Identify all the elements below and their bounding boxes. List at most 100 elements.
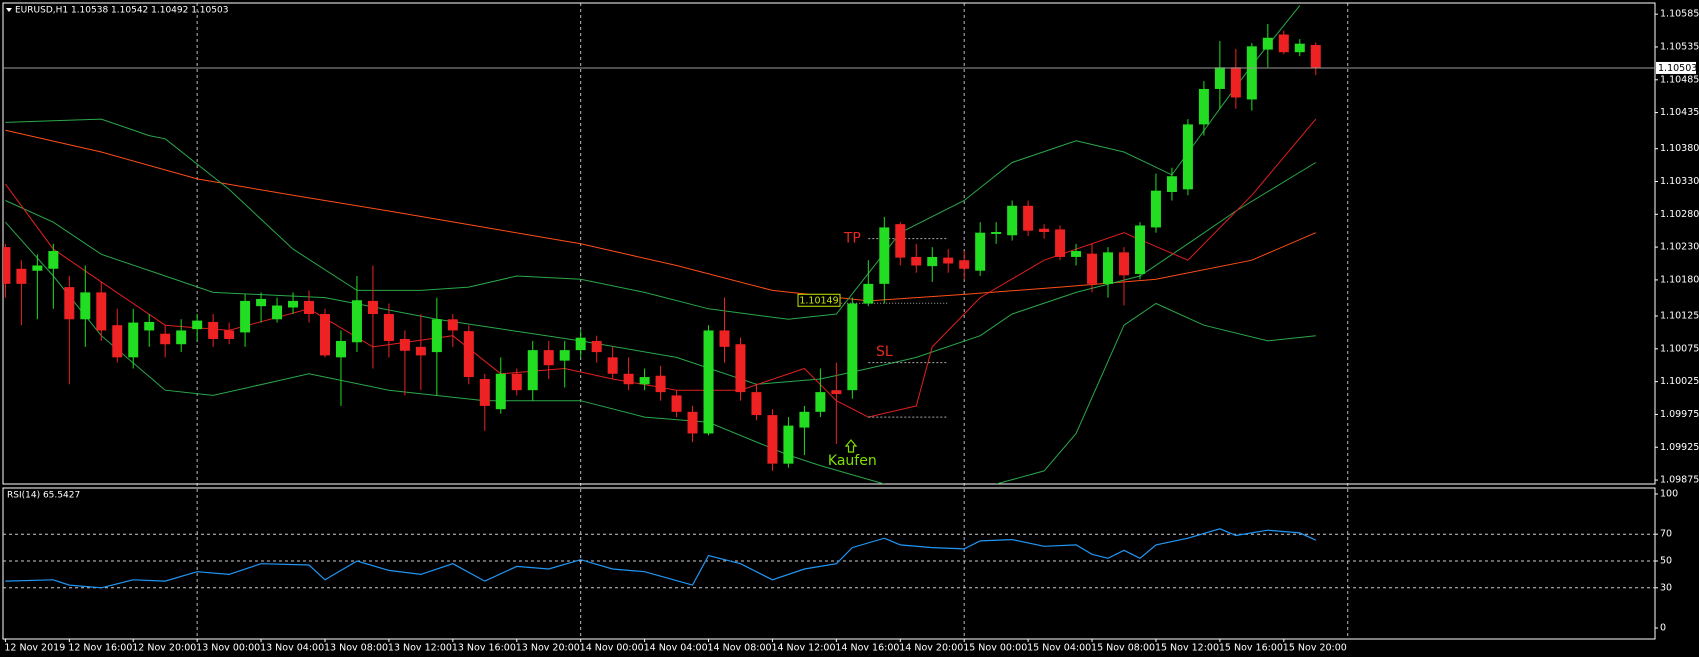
candle-body xyxy=(1119,252,1129,276)
candle-body xyxy=(320,314,330,356)
candle-body xyxy=(1214,67,1225,89)
candle-body xyxy=(559,350,570,361)
annotation: TP xyxy=(843,231,861,247)
candle-body xyxy=(751,392,762,416)
candle-body xyxy=(719,330,730,347)
y-tick-label: 100 xyxy=(1660,489,1678,500)
candle-body xyxy=(527,350,538,391)
current-price-box xyxy=(1656,61,1696,74)
candle-body xyxy=(639,377,650,385)
y-tick-label: 1.09925 xyxy=(1660,442,1699,453)
rsi-line xyxy=(5,528,1317,589)
candle-body xyxy=(655,375,666,393)
plot-area xyxy=(3,5,1321,484)
panel-title: EURUSD,H1 1.10538 1.10542 1.10492 1.1050… xyxy=(15,6,228,16)
y-tick-label: 50 xyxy=(1660,556,1672,567)
candle-body xyxy=(1246,46,1257,100)
candle-body xyxy=(687,411,698,434)
indicator-line xyxy=(5,5,1301,320)
candle-body xyxy=(16,268,27,284)
candle-body xyxy=(1150,190,1161,228)
y-tick-label: 1.09875 xyxy=(1660,475,1699,486)
candle-body xyxy=(399,338,410,351)
y-tick-label: 1.09975 xyxy=(1660,409,1699,420)
x-tick-label: 13 Nov 04:00 xyxy=(260,643,324,654)
y-tick-label: 1.10125 xyxy=(1660,311,1699,322)
candle-body xyxy=(1166,176,1177,192)
candle-body xyxy=(671,395,682,412)
panel-frame xyxy=(2,2,1656,485)
candle-body xyxy=(112,325,123,358)
y-tick-label: 1.10535 xyxy=(1660,41,1699,52)
x-tick-label: 14 Nov 16:00 xyxy=(835,643,899,654)
candle-body xyxy=(335,340,346,358)
candle-body xyxy=(1071,251,1082,257)
candle-body xyxy=(783,425,794,464)
candle-body xyxy=(703,330,714,434)
candle-body xyxy=(32,265,43,271)
candle-body xyxy=(208,321,219,339)
candle-body xyxy=(1039,228,1050,233)
candle-body xyxy=(1182,124,1193,190)
candle-body xyxy=(831,390,842,395)
annotation: SL xyxy=(876,344,893,360)
candle-body xyxy=(192,320,203,330)
panel-frame xyxy=(2,487,1656,640)
x-tick-label: 14 Nov 20:00 xyxy=(899,643,963,654)
candle-body xyxy=(767,415,778,464)
candle-body xyxy=(799,411,810,428)
y-tick-label: 1.10380 xyxy=(1660,143,1699,154)
y-tick-label: 70 xyxy=(1660,529,1672,540)
candle-body xyxy=(623,373,634,385)
candle-body xyxy=(575,337,586,351)
candle-body xyxy=(1055,229,1066,257)
x-tick-label: 13 Nov 08:00 xyxy=(324,643,388,654)
candle-body xyxy=(1230,67,1241,98)
buy-arrow xyxy=(844,439,858,453)
candle-body xyxy=(128,322,139,358)
indicator-line xyxy=(5,162,1317,385)
candle-body xyxy=(847,303,858,391)
candle-body xyxy=(80,292,91,320)
current-price-label: 1.10503 xyxy=(1658,63,1697,74)
candle-body xyxy=(607,357,618,374)
x-tick-label: 12 Nov 16:00 xyxy=(68,643,132,654)
candle-body xyxy=(895,224,906,258)
candle-body xyxy=(1278,34,1289,53)
candle-body xyxy=(3,247,11,284)
y-tick-label: 1.10280 xyxy=(1660,209,1699,220)
candle-body xyxy=(96,292,107,331)
x-tick-label: 12 Nov 2019 xyxy=(4,643,65,654)
panel-title: RSI(14) 65.5427 xyxy=(7,491,80,501)
candle-body xyxy=(463,331,474,378)
x-tick-label: 12 Nov 20:00 xyxy=(132,643,196,654)
x-tick-label: 15 Nov 20:00 xyxy=(1283,643,1347,654)
y-tick-label: 30 xyxy=(1660,582,1672,593)
candle-body xyxy=(272,305,283,320)
x-tick-label: 13 Nov 20:00 xyxy=(516,643,580,654)
candle-body xyxy=(304,300,315,315)
x-tick-label: 14 Nov 04:00 xyxy=(644,643,708,654)
menu-triangle[interactable] xyxy=(6,8,12,12)
annotation: Kaufen xyxy=(828,453,877,469)
y-tick-label: 1.10435 xyxy=(1660,107,1699,118)
candle-body xyxy=(431,319,442,353)
candle-body xyxy=(815,392,826,412)
candle-body xyxy=(1087,253,1098,284)
candle-body xyxy=(591,340,602,353)
y-tick-label: 1.10330 xyxy=(1660,176,1699,187)
candle-body xyxy=(991,232,1002,234)
x-tick-label: 14 Nov 12:00 xyxy=(771,643,835,654)
candle-body xyxy=(479,379,490,406)
candle-body xyxy=(1023,205,1034,231)
candle-body xyxy=(1198,88,1209,125)
candle-body xyxy=(495,373,506,410)
x-tick-label: 14 Nov 08:00 xyxy=(708,643,772,654)
entry-box xyxy=(797,293,841,307)
candle-body xyxy=(911,256,922,266)
entry-label: 1.10149 xyxy=(799,295,838,306)
candle-body xyxy=(351,300,362,343)
candle-body xyxy=(144,321,155,331)
x-tick-label: 15 Nov 16:00 xyxy=(1219,643,1283,654)
candle-body xyxy=(1007,205,1018,236)
